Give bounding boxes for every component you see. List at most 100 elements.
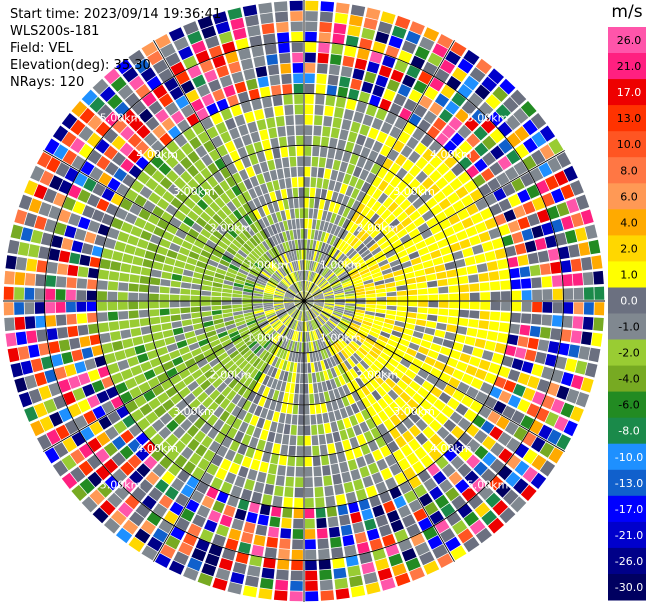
- range-gate: [315, 507, 326, 518]
- range-gate: [455, 186, 469, 199]
- range-gate: [236, 323, 247, 330]
- range-gate: [319, 314, 328, 322]
- range-gate: [337, 271, 347, 279]
- range-gate: [313, 292, 323, 297]
- range-gate: [112, 251, 124, 262]
- range-gate: [304, 301, 306, 311]
- range-gate: [296, 456, 304, 467]
- range-gate: [349, 223, 359, 234]
- range-gate: [363, 17, 378, 30]
- range-gate: [480, 468, 496, 484]
- elevation: Elevation(deg): 35.30: [10, 58, 151, 73]
- range-gate: [293, 518, 303, 529]
- range-gate: [380, 467, 393, 481]
- range-gate: [293, 393, 299, 404]
- range-gate: [473, 461, 488, 476]
- range-gate: [413, 508, 428, 522]
- range-gate: [405, 369, 417, 380]
- range-gate: [430, 249, 442, 259]
- range-gate: [537, 250, 550, 263]
- range-gate: [489, 161, 504, 176]
- range-gate: [558, 246, 570, 260]
- range-gate: [563, 420, 578, 437]
- range-gate: [284, 295, 294, 299]
- range-gate: [382, 245, 394, 254]
- range-gate: [104, 426, 119, 441]
- range-gate: [485, 94, 501, 110]
- range-gate: [171, 273, 183, 281]
- range-gate: [180, 307, 191, 314]
- range-gate: [314, 299, 324, 301]
- range-gate: [336, 398, 345, 409]
- range-gate: [281, 327, 289, 337]
- range-gate: [246, 352, 256, 362]
- range-gate: [494, 248, 507, 260]
- range-gate: [183, 567, 199, 581]
- range-gate: [305, 332, 309, 342]
- range-gate: [356, 190, 366, 202]
- range-gate: [371, 117, 384, 130]
- range-gate: [206, 463, 219, 476]
- range-gate: [145, 411, 159, 424]
- range-gate: [328, 259, 336, 269]
- range-gate: [433, 191, 446, 203]
- range-gate: [264, 483, 274, 495]
- range-gate: [379, 240, 391, 250]
- range-gate: [273, 302, 284, 304]
- range-gate: [426, 374, 438, 385]
- range-gate: [304, 301, 307, 311]
- range-gate: [320, 283, 330, 290]
- range-gate: [503, 380, 517, 393]
- range-gate: [342, 260, 352, 269]
- range-gate: [356, 156, 367, 168]
- range-gate: [304, 208, 309, 219]
- range-gate: [138, 301, 149, 309]
- range-gate: [323, 288, 333, 294]
- range-gate: [324, 422, 332, 434]
- range-gate: [187, 411, 200, 424]
- range-gate: [55, 302, 66, 313]
- range-gate: [24, 273, 36, 286]
- range-gate: [107, 311, 119, 321]
- range-gate: [469, 301, 480, 310]
- range-gate: [204, 269, 215, 277]
- range-gate: [409, 210, 421, 222]
- range-gate: [459, 301, 470, 309]
- range-gate: [330, 212, 337, 224]
- range-gate: [464, 336, 476, 346]
- range-gate: [365, 239, 376, 249]
- range-gate: [345, 185, 354, 197]
- range-gate: [330, 316, 340, 324]
- range-gate: [288, 351, 293, 362]
- range-gate: [241, 456, 252, 468]
- range-gate: [222, 312, 233, 318]
- range-gate: [450, 41, 467, 57]
- range-gate: [372, 140, 384, 153]
- range-gate: [424, 86, 439, 101]
- range-gate: [345, 220, 355, 232]
- range-gate: [118, 282, 129, 291]
- range-gate: [315, 188, 322, 199]
- range-gate: [378, 524, 392, 537]
- range-gate: [420, 399, 433, 412]
- range-gate: [192, 514, 206, 528]
- range-gate: [180, 313, 192, 320]
- range-gate: [36, 260, 48, 273]
- range-gate: [124, 494, 140, 510]
- range-gate: [304, 363, 308, 373]
- range-gate: [74, 228, 87, 241]
- range-gate: [465, 226, 478, 237]
- range-gate: [213, 418, 225, 431]
- range-gate: [510, 89, 527, 106]
- range-gate: [249, 436, 259, 449]
- range-gate: [325, 433, 334, 444]
- range-gate: [351, 276, 362, 283]
- range-gate: [313, 293, 323, 298]
- range-gate: [286, 403, 293, 414]
- range-gate: [61, 237, 74, 251]
- range-gate: [270, 506, 282, 517]
- range-gate: [254, 481, 265, 493]
- range-gate: [278, 312, 288, 319]
- range-gate: [287, 306, 296, 313]
- range-gate: [382, 348, 394, 357]
